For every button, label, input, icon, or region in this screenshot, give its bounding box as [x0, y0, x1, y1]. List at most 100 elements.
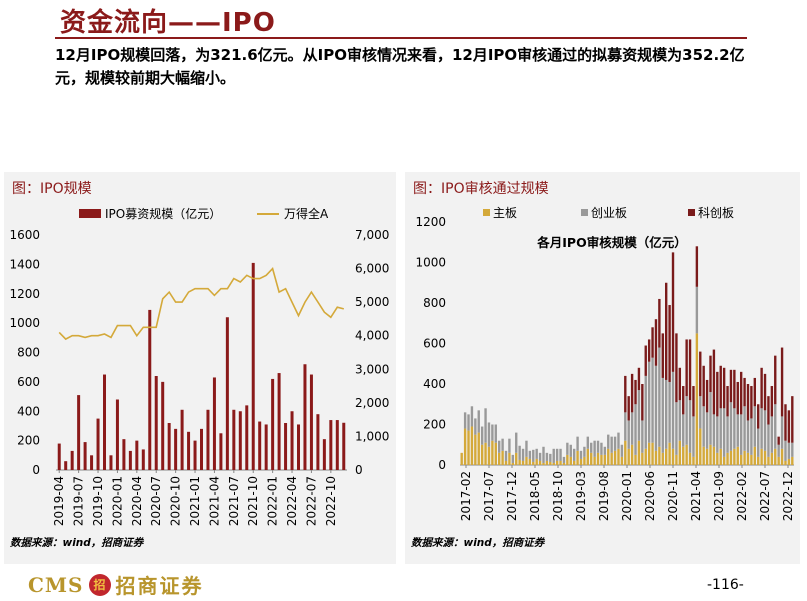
main-board-bar: [538, 460, 542, 465]
star-market-bar: [746, 384, 750, 421]
ipo-scale-chart: 0 200 400 600 800 1000 1200 1400 1600 0 1,000 2,000…: [9, 206, 389, 526]
main-board-bar: [777, 456, 780, 465]
star-market-bar: [777, 436, 780, 445]
chinext-bar: [637, 390, 641, 441]
logo-mark-icon: 招: [88, 573, 111, 596]
main-board-bar: [767, 456, 770, 465]
y-right-tick-label: 5,000: [355, 295, 389, 309]
x-tick-label: 2022-01: [266, 476, 280, 526]
star-market-bar: [641, 384, 644, 421]
main-board-bar: [702, 446, 705, 465]
chinext-bar: [480, 426, 484, 445]
chinext-bar: [757, 428, 760, 457]
wind-a-index-line: [58, 267, 345, 341]
x-tick-label: 2021-04: [689, 471, 703, 521]
main-board-bar: [596, 452, 600, 465]
main-board-bar: [549, 461, 552, 465]
main-board-bar: [576, 450, 579, 465]
main-board-bar: [504, 460, 508, 465]
main-board-bar: [569, 456, 572, 465]
ipo-bar: [284, 423, 288, 470]
main-board-bar: [726, 452, 729, 465]
star-market-bar: [757, 404, 760, 429]
chinext-bar: [501, 438, 504, 451]
main-board-bar: [709, 444, 712, 465]
ipo-bar: [200, 428, 203, 470]
chinext-bar: [600, 442, 603, 455]
main-board-bar: [668, 442, 671, 465]
chinext-bar: [528, 450, 532, 459]
main-board-bar: [753, 446, 756, 465]
main-board-bar: [474, 434, 477, 465]
ipo-bar: [264, 424, 268, 470]
ipo-bar: [329, 420, 333, 470]
logo-company-name: 招商证券: [115, 574, 204, 598]
chinext-bar: [508, 438, 511, 453]
chinext-bar: [722, 408, 726, 457]
main-board-bar: [688, 452, 692, 465]
chinext-bar: [671, 371, 675, 449]
y-right-tick-label: 7,000: [355, 228, 389, 242]
main-board-bar: [743, 450, 746, 465]
main-board-bar: [515, 452, 518, 465]
ipo-approval-panel-title: 图：IPO审核通过规模: [413, 181, 549, 197]
star-market-bar: [780, 347, 784, 417]
ipo-bar: [193, 440, 197, 470]
chinext-bar: [538, 452, 542, 461]
chinext-bar: [569, 444, 572, 457]
chinext-bar: [532, 449, 535, 462]
chinext-bar: [477, 410, 480, 433]
star-market-bar: [719, 365, 722, 409]
chinext-bar: [780, 416, 784, 449]
y-left-tick-label: 1600: [9, 228, 40, 242]
chinext-bar: [675, 402, 678, 455]
chinext-bar: [668, 381, 671, 443]
y-left-tick-label: 0: [32, 463, 40, 477]
legend-label: 主板: [493, 206, 517, 220]
chinext-bar: [487, 422, 491, 447]
main-board-bar: [716, 452, 719, 465]
main-board-bar: [699, 428, 702, 465]
chinext-bar: [733, 408, 736, 449]
ipo-bar: [238, 411, 242, 470]
star-market-bar: [767, 396, 770, 425]
main-board-bar: [607, 448, 610, 465]
main-board-bar: [617, 448, 620, 465]
y-left-tick-label: 1000: [9, 316, 40, 330]
x-tick-label: 2022-02: [735, 471, 749, 521]
chinext-bar: [627, 420, 630, 449]
chinext-bar: [515, 432, 518, 453]
chinext-bar: [726, 416, 729, 453]
star-market-bar: [791, 396, 794, 443]
main-board-bar: [566, 454, 569, 465]
x-tick-label: 2022-07: [758, 471, 772, 521]
y-tick-label: 400: [423, 377, 446, 391]
y-right-tick-label: 2,000: [355, 396, 389, 410]
star-market-bar: [671, 252, 675, 372]
legend-swatch: [581, 209, 588, 216]
chinext-bar: [654, 365, 658, 451]
chinext-bar: [760, 408, 763, 449]
chinext-bar: [542, 446, 545, 463]
main-board-bar: [562, 462, 566, 465]
chinext-bar: [767, 424, 770, 457]
legend-label: 创业板: [591, 206, 627, 220]
main-board-bar: [511, 462, 515, 465]
chinext-bar: [763, 410, 767, 451]
chinext-bar: [491, 424, 494, 441]
chinext-bar: [613, 436, 617, 451]
legend-label: 科创板: [698, 206, 734, 220]
main-board-bar: [498, 452, 501, 465]
main-board-bar: [586, 448, 589, 465]
chinext-bar: [511, 454, 515, 463]
y-right-tick-label: 6,000: [355, 262, 389, 276]
x-tick-label: 2018-05: [528, 471, 542, 521]
ipo-bar: [180, 409, 184, 470]
main-board-bar: [712, 446, 716, 465]
y-left-tick-label: 600: [17, 375, 40, 389]
main-board-bar: [746, 452, 750, 465]
star-market-bar: [750, 386, 753, 419]
y-right-tick-label: 0: [355, 463, 363, 477]
chinext-bar: [644, 375, 647, 449]
x-tick-label: 2021-04: [207, 476, 221, 526]
